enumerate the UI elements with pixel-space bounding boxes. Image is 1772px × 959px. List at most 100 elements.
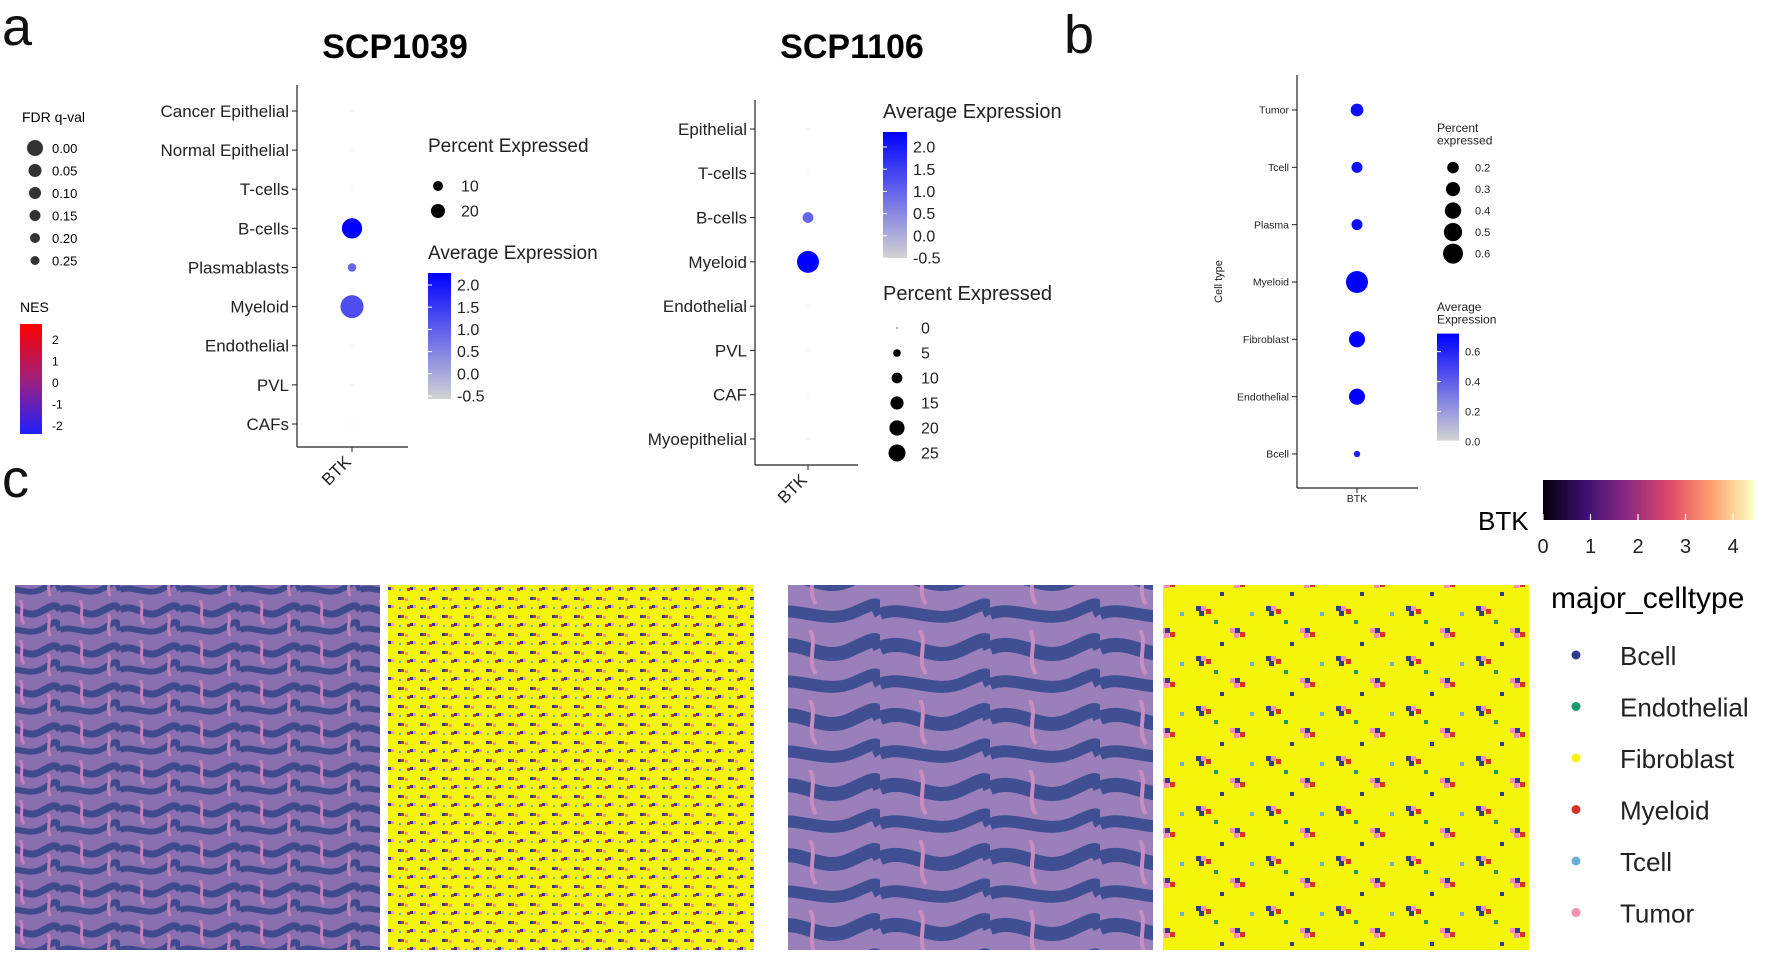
celltype-legend-label: Tumor — [1620, 899, 1694, 929]
size-legend-dot — [891, 372, 903, 384]
size-legend-label: 0.4 — [1475, 205, 1490, 217]
btk-colorbar-tick-label: 4 — [1727, 536, 1738, 558]
data-point-t-cells — [351, 188, 353, 190]
y-tick-label: Endothelial — [1237, 391, 1289, 403]
he-tissue-image-2 — [788, 585, 1153, 950]
btk-colorbar-title: BTK — [1478, 506, 1529, 536]
nes-legend: NES 2 1 0 -1 -2 — [20, 299, 63, 434]
y-tick-label: Myeloid — [230, 298, 289, 317]
fdr-legend-dot — [28, 164, 42, 177]
data-point-endothelial — [807, 305, 809, 307]
fdr-legend-dot — [27, 140, 43, 156]
celltype-legend-swatch — [1571, 702, 1581, 711]
nes-tick-label: -2 — [52, 419, 63, 433]
size-legend-dot — [1444, 202, 1462, 219]
data-point-caf — [807, 394, 809, 396]
y-tick-label: Tumor — [1259, 105, 1289, 117]
color-legend-label: 1.5 — [457, 300, 479, 317]
btk-colorbar-tick-label: 2 — [1632, 536, 1643, 558]
color-legend-label: 0.4 — [1465, 376, 1480, 388]
fdr-legend-label: 0.25 — [52, 254, 77, 269]
color-legend-title: Expression — [1437, 313, 1496, 327]
size-legend-title: expressed — [1437, 134, 1492, 148]
size-legend-dot — [890, 396, 904, 410]
size-legend-label: 10 — [921, 371, 939, 388]
color-legend-label: 0.2 — [1465, 406, 1480, 418]
data-point-endothelial — [351, 345, 353, 347]
spatial-images — [15, 585, 1529, 950]
color-legend-label: 0.0 — [1465, 436, 1480, 448]
color-legend-label: 0.5 — [913, 206, 935, 223]
y-tick-label: Bcell — [1266, 449, 1289, 461]
size-legend-dot — [1447, 161, 1459, 174]
data-point-endothelial — [1348, 388, 1366, 405]
data-point-bcell — [1353, 450, 1361, 458]
color-legend-label: 0.0 — [457, 366, 479, 383]
size-legend-dot — [893, 349, 901, 357]
x-tick-label: BTK — [774, 470, 811, 507]
data-point-b-cells — [341, 218, 363, 239]
y-tick-label: CAFs — [247, 415, 290, 434]
panel-b-dot-plot: Tumor Tcell Plasma Myeloid Fibroblast Endothe… — [1213, 75, 1496, 505]
size-legend-label: 20 — [461, 204, 479, 221]
fdr-legend-dot — [30, 256, 40, 265]
color-legend-label: 2.0 — [913, 140, 935, 157]
color-legend-label: 2.0 — [457, 278, 479, 295]
celltype-legend-swatch — [1571, 908, 1581, 917]
data-point-plasma — [1351, 219, 1363, 231]
y-tick-label: CAF — [713, 386, 747, 405]
btk-colorbar-tick-label: 3 — [1680, 536, 1691, 558]
celltype-legend-label: Fibroblast — [1620, 744, 1735, 774]
celltype-legend-swatch — [1571, 856, 1581, 866]
data-point-myeloid — [340, 295, 364, 319]
fdr-legend: FDR q-val 0.00 0.05 0.10 0.15 0.20 0.25 — [22, 109, 85, 269]
y-tick-label: Plasma — [1254, 219, 1289, 231]
scp1039-dot-plot: SCP1039 Cancer Epithelial Normal Epitheli… — [160, 28, 597, 489]
btk-colorbar-tick-label: 1 — [1585, 536, 1596, 558]
y-tick-label: T-cells — [240, 180, 289, 199]
celltype-legend-label: Endothelial — [1620, 693, 1749, 723]
size-legend-dot — [889, 420, 905, 436]
celltype-legend-swatch — [1571, 805, 1581, 814]
color-legend-label: 0.6 — [1465, 346, 1480, 358]
color-legend-gradient — [1437, 333, 1459, 441]
y-tick-label: Normal Epithelial — [161, 141, 290, 160]
fdr-legend-label: 0.15 — [52, 209, 77, 224]
data-point-plasmablasts — [347, 263, 357, 272]
fdr-legend-title: FDR q-val — [22, 109, 85, 125]
size-legend-label: 25 — [921, 446, 939, 463]
data-point-normal-epithelial — [351, 149, 353, 151]
size-legend-title: Percent — [1437, 121, 1479, 135]
y-tick-label: Endothelial — [663, 297, 747, 316]
spot-celltype-map-1 — [388, 585, 754, 950]
nes-legend-title: NES — [20, 299, 49, 315]
size-legend-title: Percent Expressed — [428, 136, 589, 157]
y-tick-label: PVL — [715, 341, 747, 360]
data-point-b-cells — [802, 212, 814, 223]
y-tick-label: Fibroblast — [1243, 334, 1289, 346]
fdr-legend-dot — [29, 187, 41, 199]
size-legend-label: 15 — [921, 396, 939, 413]
y-tick-label: Cancer Epithelial — [160, 102, 289, 121]
y-tick-label: B-cells — [238, 219, 289, 238]
x-tick-label: BTK — [318, 452, 355, 489]
nes-tick-label: -1 — [52, 398, 63, 412]
color-legend-label: 0.5 — [457, 344, 479, 361]
btk-colorbar-gradient — [1543, 480, 1753, 520]
celltype-legend-title: major_celltype — [1551, 582, 1744, 615]
fdr-legend-label: 0.10 — [52, 186, 77, 201]
size-legend-title: Percent Expressed — [883, 283, 1052, 305]
data-point-fibroblast — [1348, 331, 1366, 348]
nes-tick-label: 2 — [52, 333, 59, 347]
color-legend-label: 1.0 — [457, 322, 479, 339]
nes-tick-label: 0 — [52, 376, 59, 390]
color-legend-title: Average Expression — [883, 101, 1062, 123]
he-tissue-image-1 — [15, 585, 380, 950]
y-tick-label: Myeloid — [1253, 277, 1289, 289]
celltype-legend-swatch — [1571, 753, 1581, 763]
fdr-legend-label: 0.20 — [52, 231, 77, 246]
color-legend-label: 0.0 — [913, 228, 935, 245]
btk-colorbar: BTK 0 1 2 3 4 — [1478, 480, 1753, 558]
y-tick-label: Myoepithelial — [648, 430, 747, 449]
